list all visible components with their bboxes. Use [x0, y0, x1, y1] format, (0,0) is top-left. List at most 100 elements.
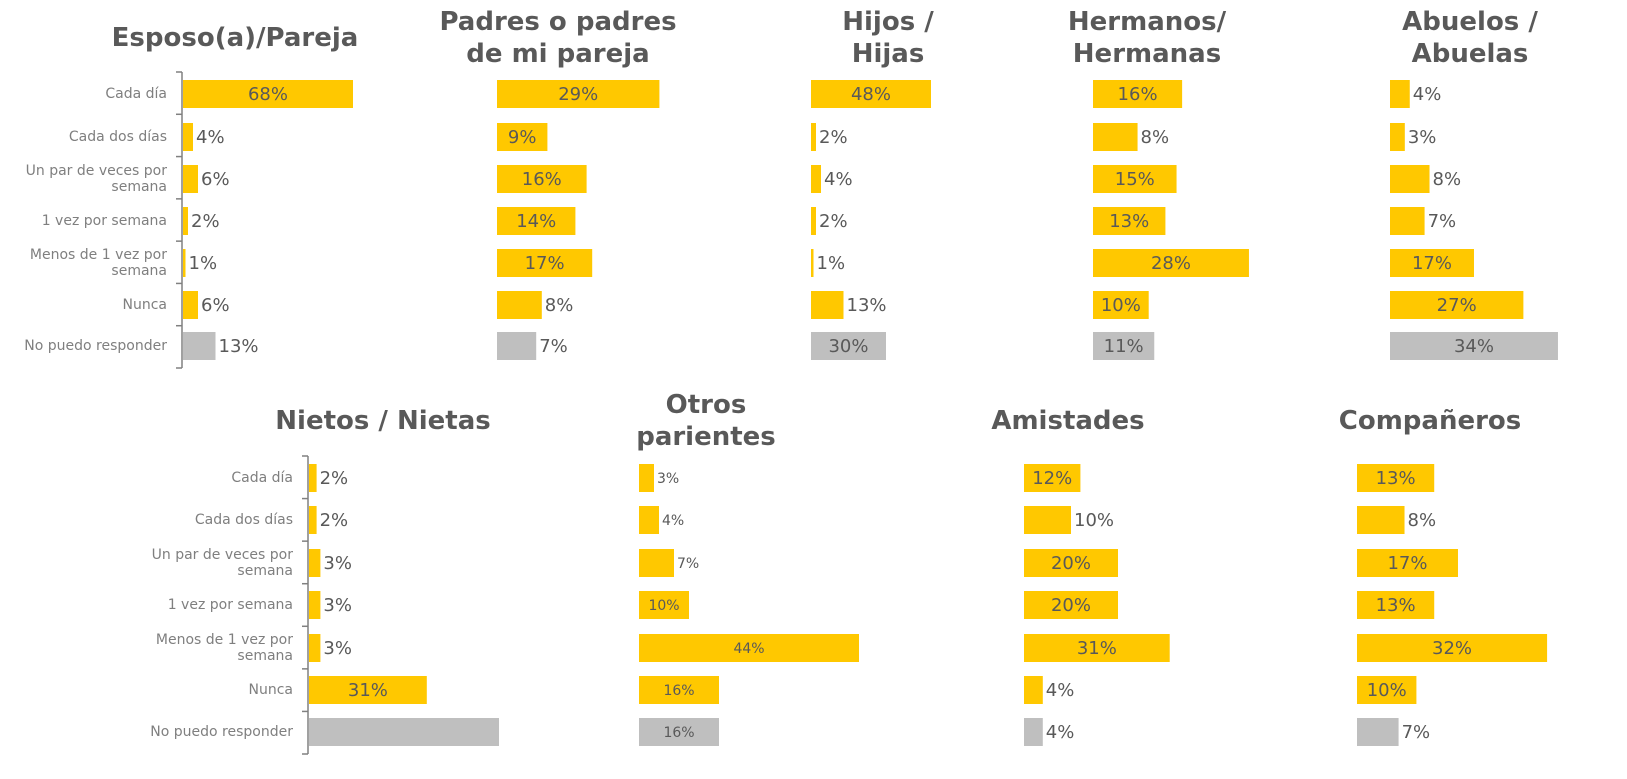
value-label: 68%: [248, 84, 288, 105]
bar: [183, 291, 198, 319]
bar: [183, 123, 193, 151]
bar: [497, 207, 576, 235]
bar: [639, 591, 689, 619]
value-label: 2%: [320, 510, 349, 531]
value-label: 27%: [1437, 295, 1477, 316]
value-label: 1%: [189, 253, 218, 274]
bar: [309, 506, 317, 534]
bar: [1357, 634, 1548, 662]
value-label: 29%: [558, 84, 598, 105]
value-label: 4%: [1046, 722, 1075, 743]
value-label: 44%: [733, 641, 764, 657]
chart-title: Padres o padres de mi pareja: [439, 7, 677, 69]
category-label: Cada día: [231, 470, 293, 486]
bar: [309, 549, 321, 577]
value-label: 20%: [1051, 595, 1091, 616]
value-label: 3%: [323, 595, 352, 616]
value-label: 4%: [662, 513, 684, 529]
bar: [1024, 634, 1170, 662]
bar: [1093, 123, 1138, 151]
value-label: 12%: [1032, 468, 1072, 489]
value-label: 16%: [663, 725, 694, 741]
bar: [1093, 332, 1155, 360]
value-label: 2%: [191, 211, 220, 232]
bar: [1024, 676, 1043, 704]
value-label: 32%: [1432, 638, 1472, 659]
value-label: 17%: [1387, 553, 1427, 574]
bar: [309, 718, 499, 746]
bar: [1357, 549, 1458, 577]
bar: [811, 291, 844, 319]
value-label: 6%: [201, 169, 230, 190]
value-label: 8%: [1408, 510, 1437, 531]
value-label: 8%: [1433, 169, 1462, 190]
bar: [811, 332, 886, 360]
value-label: 15%: [1115, 169, 1155, 190]
category-label: No puedo responder: [24, 338, 167, 354]
bar: [183, 80, 353, 108]
category-label: 1 vez por semana: [167, 597, 293, 613]
value-label: 17%: [525, 253, 565, 274]
bar: [811, 165, 821, 193]
value-label: 8%: [1141, 127, 1170, 148]
bar: [1357, 591, 1435, 619]
bar: [1024, 549, 1118, 577]
value-label: 3%: [1408, 127, 1437, 148]
bar: [497, 332, 537, 360]
bar: [1093, 80, 1183, 108]
category-label: Nunca: [122, 297, 168, 313]
value-label: 16%: [1118, 84, 1158, 105]
category-label: Menos de 1 vez por semana: [155, 632, 293, 664]
bar: [497, 80, 660, 108]
bar: [1024, 718, 1043, 746]
category-label: 1 vez por semana: [41, 213, 167, 229]
bar: [497, 291, 542, 319]
value-label: 3%: [323, 553, 352, 574]
category-label: Cada dos días: [68, 129, 167, 145]
bar: [183, 165, 198, 193]
bar: [811, 123, 816, 151]
bar: [1357, 464, 1435, 492]
category-label: No puedo responder: [150, 724, 293, 740]
value-label: 30%: [828, 336, 868, 357]
value-label: 7%: [1402, 722, 1431, 743]
bar: [639, 634, 859, 662]
chart-title: Nietos / Nietas: [275, 406, 491, 436]
bar: [309, 634, 321, 662]
chart-title: Hijos / Hijas: [842, 7, 934, 69]
value-label: 16%: [663, 683, 694, 699]
value-label: 7%: [1428, 211, 1457, 232]
value-label: 2%: [819, 127, 848, 148]
value-label: 4%: [824, 169, 853, 190]
bar: [309, 591, 321, 619]
chart-title: Hermanos/ Hermanas: [1067, 7, 1227, 69]
bar: [1093, 291, 1149, 319]
value-label: 2%: [819, 211, 848, 232]
value-label: 4%: [1413, 84, 1442, 105]
bar: [309, 464, 317, 492]
value-label: 10%: [1101, 295, 1141, 316]
bar: [639, 676, 719, 704]
value-label: 11%: [1104, 336, 1144, 357]
bar: [1390, 249, 1474, 277]
bar: [1093, 165, 1177, 193]
bar: [497, 123, 548, 151]
value-label: 9%: [508, 127, 537, 148]
bar: [1390, 123, 1405, 151]
category-label: Un par de veces por semana: [25, 163, 167, 195]
value-label: 7%: [539, 336, 568, 357]
category-label: Nunca: [248, 682, 294, 698]
bar: [1390, 165, 1430, 193]
value-label: 10%: [1074, 510, 1114, 531]
bar: [1024, 591, 1118, 619]
value-label: 4%: [196, 127, 225, 148]
category-label: Cada dos días: [194, 512, 293, 528]
value-label: 13%: [1376, 468, 1416, 489]
value-label: 48%: [851, 84, 891, 105]
value-label: 4%: [1046, 680, 1075, 701]
value-label: 6%: [201, 295, 230, 316]
bar: [309, 676, 427, 704]
bar: [639, 718, 719, 746]
value-label: 13%: [1376, 595, 1416, 616]
value-label: 13%: [847, 295, 887, 316]
